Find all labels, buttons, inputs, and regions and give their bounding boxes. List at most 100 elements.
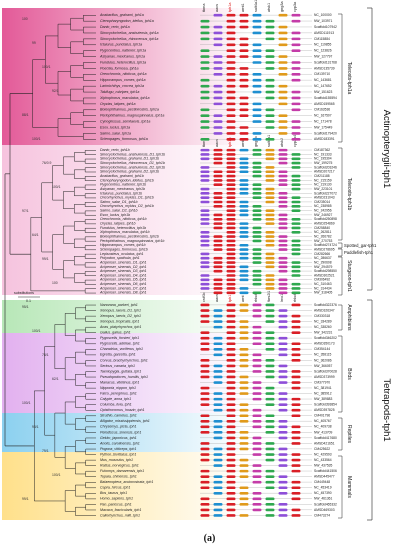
gene-block <box>278 170 288 174</box>
tetrapod-species-label: Charadrius_vociferus_tph1 <box>100 347 143 351</box>
gene-block <box>226 269 236 273</box>
scaffold-id: AMSD207217 <box>314 170 335 174</box>
mid-gene-header: gng3b <box>254 136 258 147</box>
gene-block <box>213 375 223 379</box>
scaffold-id: NC_191333 <box>314 152 332 156</box>
gene-block <box>265 469 275 473</box>
tetrapod-species-label: Rattus_norvegicus_tph1 <box>100 463 139 467</box>
gene-block <box>291 205 301 208</box>
gene-block <box>226 503 236 506</box>
gene-block <box>213 392 223 395</box>
gene-block <box>239 447 249 451</box>
bootstrap-label: 92/1 <box>52 89 59 93</box>
gene-block <box>252 425 262 429</box>
gene-block <box>239 138 249 141</box>
gene-block <box>213 102 223 106</box>
gene-block <box>226 209 236 212</box>
gene-block <box>252 239 262 243</box>
gene-block <box>226 67 236 70</box>
gene-block <box>265 256 275 260</box>
tph1b-species-label: Lepisosteus_oculatus_tph1 <box>100 252 144 256</box>
gene-block <box>278 408 288 412</box>
gene-block <box>252 55 262 58</box>
gene-block <box>291 252 301 256</box>
gene-block <box>213 153 223 156</box>
gene-block <box>265 126 275 129</box>
scaffold-id: NC_429593 <box>314 452 332 456</box>
gene-block <box>278 458 288 462</box>
gene-block <box>239 37 249 41</box>
gene-block <box>226 179 236 182</box>
bootstrap-label: 76/0.9 <box>42 161 52 165</box>
gene-block <box>252 331 262 334</box>
gene-block <box>226 364 236 368</box>
gene-block <box>213 25 223 29</box>
gene-block <box>252 248 262 251</box>
scaffold-id: NC_262811 <box>314 230 332 234</box>
gene-block <box>252 13 262 17</box>
scaffold-id: CM473274 <box>314 513 330 517</box>
tph1a-species-label: Ictalurus_punctatus_tph1a <box>100 43 142 47</box>
gene-block <box>200 265 210 269</box>
gene-block <box>291 282 301 286</box>
tph1b-species-label: Acipenser_sinensis_D4_tph1 <box>99 273 147 277</box>
gene-block <box>239 19 249 23</box>
gene-block <box>252 447 262 451</box>
gene-block <box>239 161 249 165</box>
gene-block <box>265 261 275 264</box>
gene-block <box>265 90 275 94</box>
gene-block <box>226 230 236 234</box>
gene-block <box>226 243 236 247</box>
tph1b-species-label: Acipenser_sinensis_D5_tph1 <box>99 278 147 282</box>
gene-block <box>265 265 275 269</box>
gene-block <box>278 325 288 329</box>
gene-block <box>278 13 288 17</box>
gene-block <box>291 222 301 225</box>
gene-block <box>239 132 249 135</box>
gene-block <box>265 153 275 156</box>
gene-block <box>239 108 249 112</box>
scale-label: substitutions <box>14 291 34 295</box>
gene-block <box>239 187 249 191</box>
gene-block <box>252 252 262 256</box>
gene-block <box>252 370 262 373</box>
scaffold-id: Scaffold465332 <box>314 502 337 506</box>
gene-block <box>239 96 249 100</box>
tph1a-species-label: Sinocyclocheilus_rhinocerous_tph1a <box>100 37 158 41</box>
gene-block <box>200 359 210 362</box>
figure-caption: (a) <box>203 533 216 544</box>
gene-block <box>200 31 210 35</box>
bootstrap-label: 100/1 <box>42 65 51 69</box>
gene-block <box>278 218 288 221</box>
scaffold-id: Scaffold227072 <box>314 191 337 195</box>
gene-block <box>278 205 288 208</box>
gene-block <box>278 261 288 264</box>
gene-block <box>213 514 223 517</box>
tph1b-species-label: Boleophthalmus_pectinirostris_tph1b <box>100 234 159 238</box>
gene-block <box>252 408 262 412</box>
gene-block <box>200 148 210 152</box>
gene-block <box>278 347 288 351</box>
gene-block <box>291 157 301 161</box>
gene-block <box>252 475 262 478</box>
tph1b-species-label: Anabarilius_grahami_tph1b <box>99 174 144 178</box>
gene-block <box>200 96 210 100</box>
scaffold-id: NC_409738 <box>314 425 332 429</box>
scaffold-id: NC_171478 <box>314 120 332 124</box>
gene-block <box>252 102 262 106</box>
gene-block <box>200 314 210 318</box>
gene-block <box>278 397 288 401</box>
scaffold-id: NW_270753 <box>314 239 332 243</box>
tph1b-species-label: Oncorhynchus_mykiss_D1_tph1b <box>100 196 154 200</box>
gene-block <box>226 256 236 260</box>
gene-block <box>278 90 288 94</box>
gene-block <box>278 73 288 76</box>
gene-block <box>213 239 223 243</box>
tetrapod-species-label: Fukomys_damarensis_tph1 <box>100 469 144 473</box>
gene-block <box>278 192 288 195</box>
gene-block <box>265 419 275 423</box>
gene-block <box>226 475 236 478</box>
gene-block <box>252 342 262 346</box>
gene-block <box>291 196 301 199</box>
gene-block <box>291 431 301 434</box>
